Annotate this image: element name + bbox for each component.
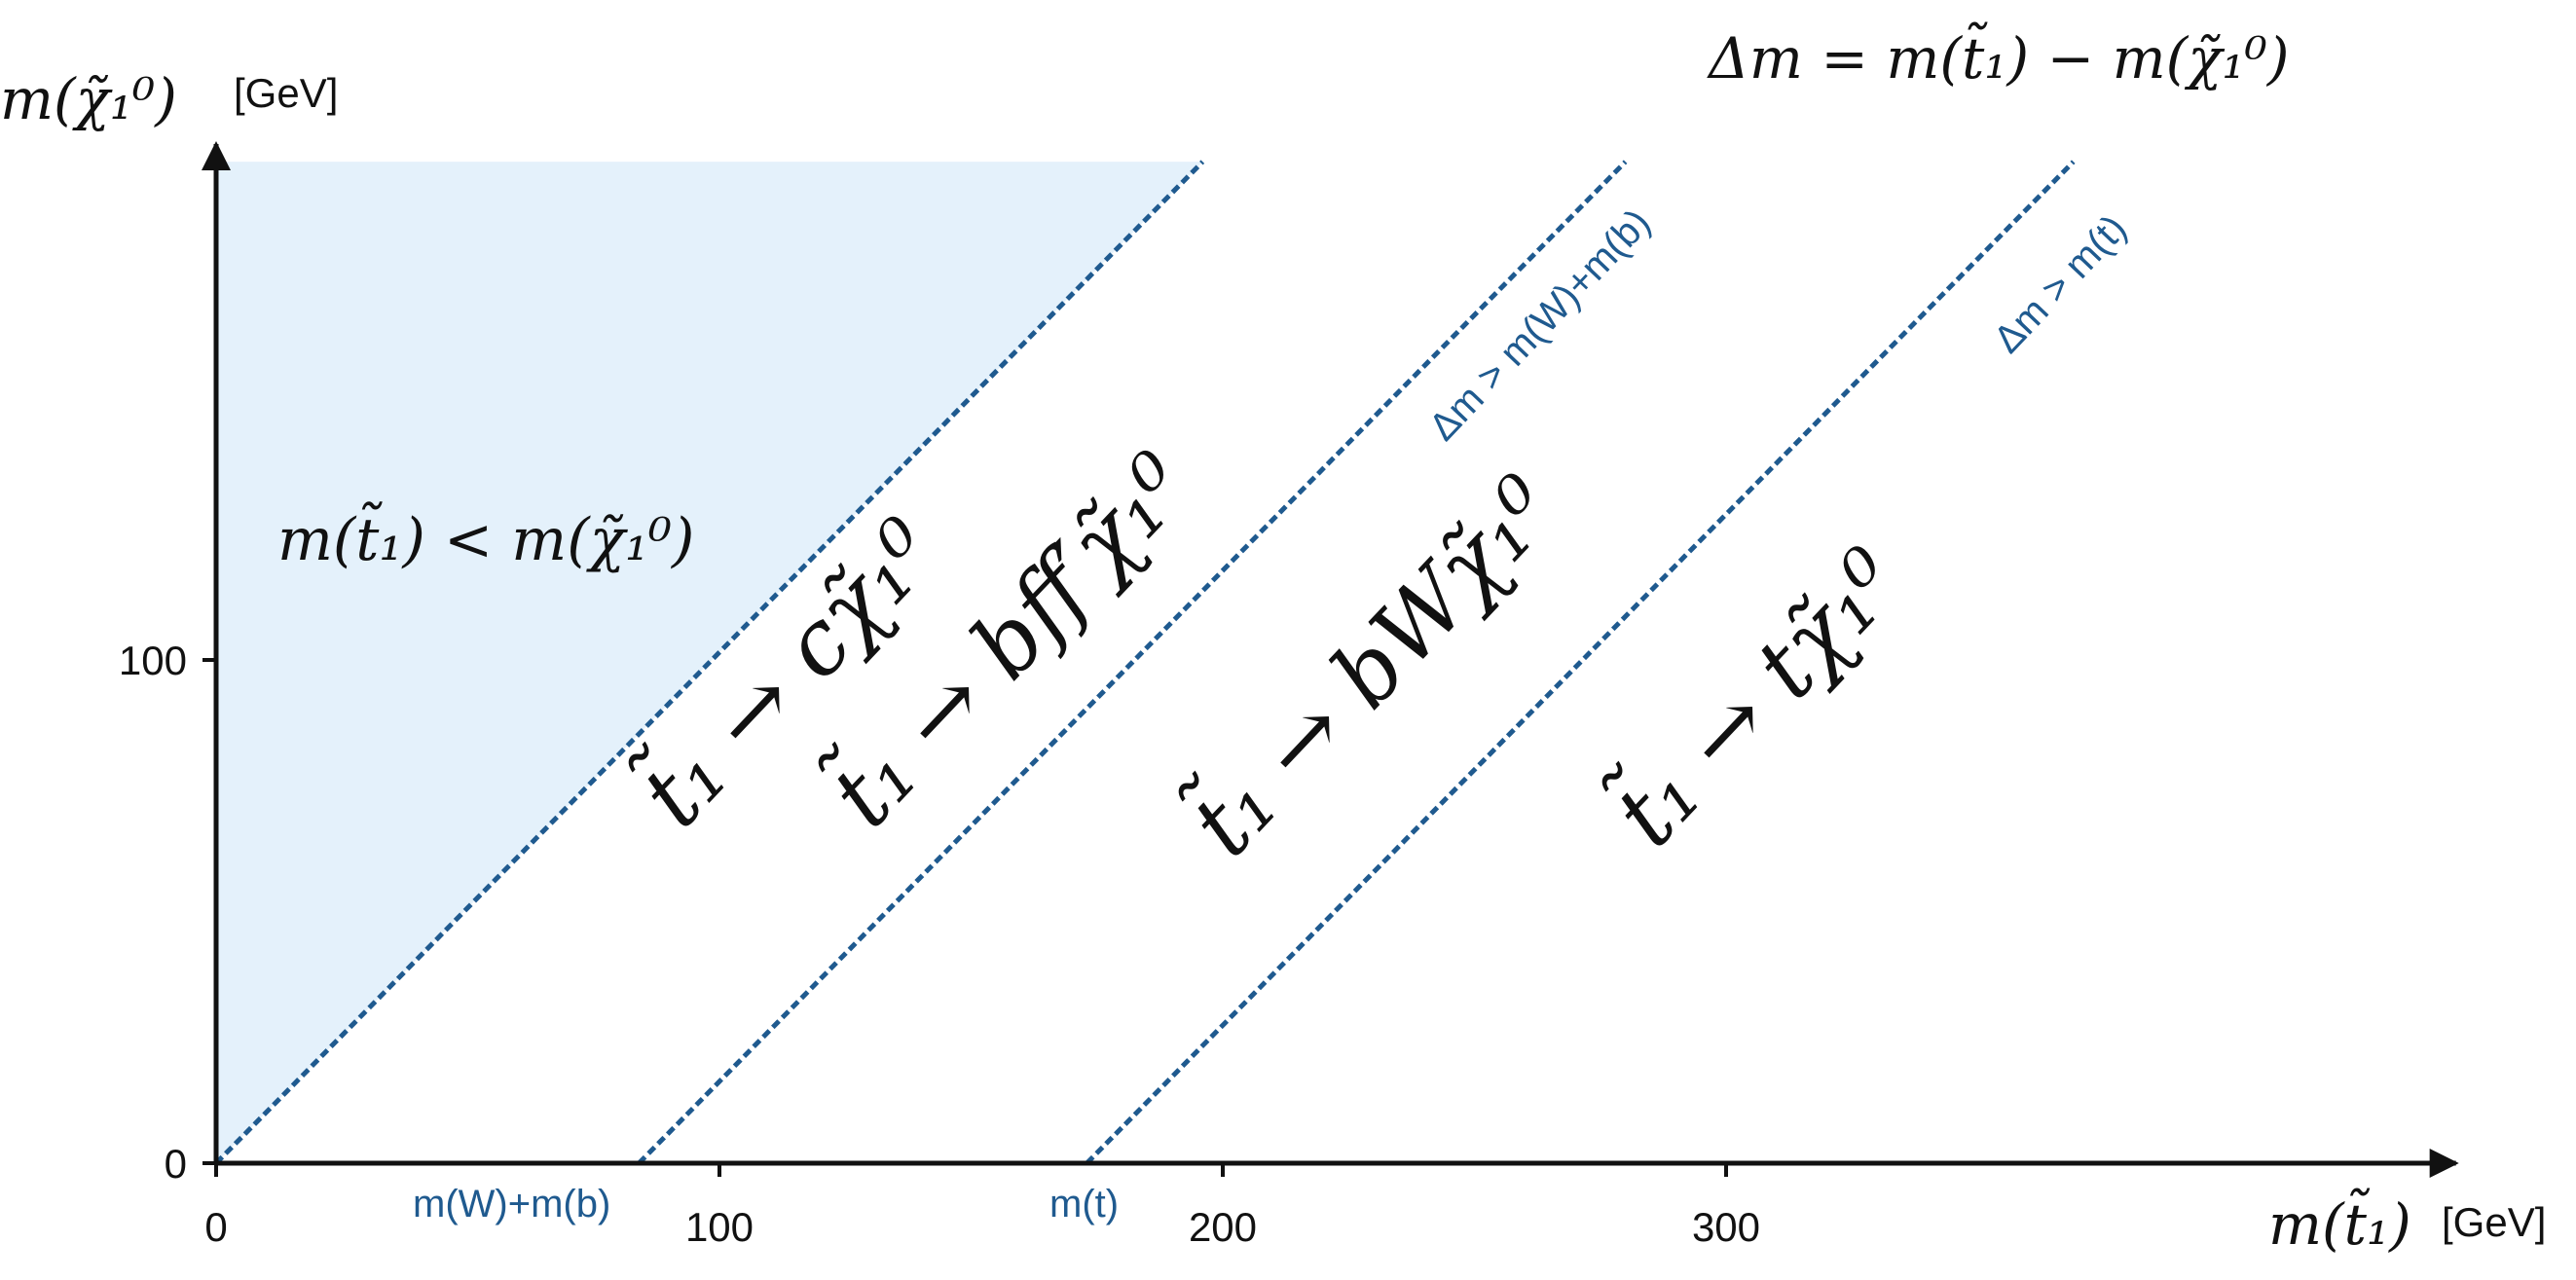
region-label-t: t̃₁ → tχ̃₁⁰	[1590, 525, 1922, 866]
y-tick-label: 0	[165, 1141, 187, 1187]
x-tick-label: 200	[1189, 1204, 1257, 1250]
x-tick-label: 0	[204, 1204, 227, 1250]
condition-label-bw: Δm > m(W)+m(b)	[1421, 201, 1659, 450]
x-axis-unit: [GeV]	[2442, 1199, 2546, 1245]
x-tick-label: 300	[1692, 1204, 1760, 1250]
y-axis-unit: [GeV]	[234, 70, 338, 116]
y-tick-label: 100	[119, 638, 187, 683]
region-label-bw: t̃₁ → bWχ̃₁⁰	[1166, 452, 1576, 876]
y-axis-label: m(χ̃₁⁰)	[0, 66, 177, 132]
forbidden-region-label: m(t̃₁) < m(χ̃₁⁰)	[277, 502, 694, 574]
boundary-lines	[214, 160, 2076, 1165]
chart-title: Δm = m(t̃₁) − m(χ̃₁⁰)	[1707, 21, 2290, 91]
x-marker-wb: m(W)+m(b)	[413, 1183, 610, 1225]
axis-ticks: 0 100 200 300 0 100	[119, 638, 1760, 1250]
boundary-line-2	[637, 160, 1628, 1165]
x-axis-label: m(t̃₁)	[2268, 1188, 2411, 1258]
boundary-line-3	[1085, 160, 2076, 1165]
x-tick-label: 100	[685, 1204, 754, 1250]
x-marker-t: m(t)	[1049, 1183, 1119, 1225]
boundary-line-1	[214, 160, 1205, 1165]
